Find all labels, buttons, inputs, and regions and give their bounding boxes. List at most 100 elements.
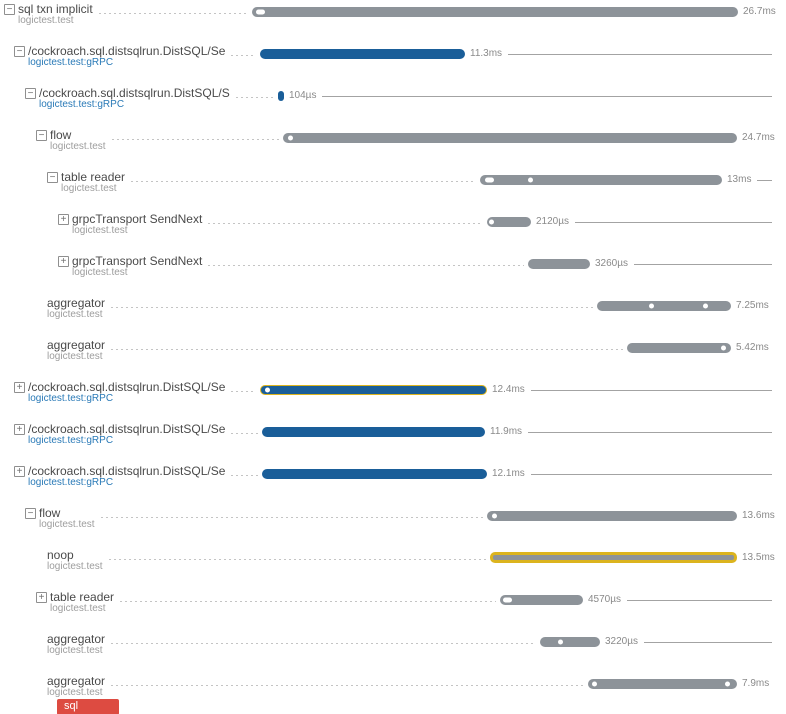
span-label[interactable]: aggregator logictest.test [47,297,105,320]
span-label[interactable]: + /cockroach.sql.distsqlrun.DistSQL/Se l… [14,381,225,404]
span-name: aggregator [47,296,106,310]
trace-span-row[interactable]: + grpcTransport SendNext logictest.test … [0,210,786,252]
span-label[interactable]: + grpcTransport SendNext logictest.test [58,255,202,278]
span-texts: aggregator logictest.test [47,633,105,656]
trace-span-row[interactable]: − sql txn implicit logictest.test 26.7ms [0,0,786,42]
span-name: flow [50,128,72,142]
collapse-icon[interactable]: − [25,508,36,519]
collapse-icon[interactable]: − [25,88,36,99]
leader-line [101,517,483,518]
leader-line [112,139,279,140]
trace-span-row[interactable]: − /cockroach.sql.distsqlrun.DistSQL/Se l… [0,42,786,84]
expand-icon[interactable]: + [36,592,47,603]
trace-span-row[interactable]: aggregator logictest.test 7.25ms [0,294,786,336]
span-label[interactable]: − flow logictest.test [36,129,106,152]
span-label[interactable]: − /cockroach.sql.distsqlrun.DistSQL/S lo… [25,87,230,110]
expand-icon[interactable]: + [14,466,25,477]
span-bar[interactable] [487,217,531,227]
span-bar[interactable] [597,301,731,311]
trace-span-row[interactable]: − table reader logictest.test 13ms [0,168,786,210]
span-process: logictest.test [50,603,106,614]
span-bar[interactable] [528,259,590,269]
span-duration: 3220µs [605,636,639,647]
leader-line [208,265,524,266]
span-label[interactable]: − /cockroach.sql.distsqlrun.DistSQL/Se l… [14,45,225,68]
leader-line [111,643,536,644]
span-bar[interactable] [490,552,737,563]
span-label[interactable]: − flow logictest.test [25,507,95,530]
span-label[interactable]: aggregator logictest.test [47,675,105,698]
collapse-icon[interactable]: − [4,4,15,15]
trail-line [575,222,772,223]
span-bar[interactable] [588,679,737,689]
span-label[interactable]: aggregator logictest.test [47,633,105,656]
span-duration: 24.7ms [742,132,775,143]
span-label[interactable]: − sql txn implicit logictest.test [4,3,93,26]
span-bar[interactable] [262,427,485,437]
span-bar[interactable] [487,511,737,521]
trail-line [531,390,772,391]
span-bar[interactable] [252,7,738,17]
span-label[interactable]: + table reader logictest.test [36,591,114,614]
span-label[interactable]: − table reader logictest.test [47,171,125,194]
span-bar[interactable] [283,133,737,143]
trail-line [531,474,772,475]
trace-span-row[interactable]: + /cockroach.sql.distsqlrun.DistSQL/Se l… [0,378,786,420]
span-bar[interactable] [540,637,600,647]
span-name: table reader [50,590,115,604]
log-marker [265,387,270,393]
span-texts: grpcTransport SendNext logictest.test [72,255,202,278]
leader-line [231,55,256,56]
span-bar[interactable] [278,91,284,101]
expand-icon[interactable]: + [14,424,25,435]
span-name: table reader [61,170,126,184]
sql-tag-badge: sql [57,699,119,714]
log-marker [592,681,597,687]
leader-line [231,391,256,392]
span-bar[interactable] [480,175,722,185]
log-marker [288,135,293,141]
trace-span-row[interactable]: + grpcTransport SendNext logictest.test … [0,252,786,294]
span-bar[interactable] [262,469,487,479]
span-bar[interactable] [260,49,465,59]
trace-span-row[interactable]: + /cockroach.sql.distsqlrun.DistSQL/Se l… [0,462,786,504]
trace-span-row[interactable]: − /cockroach.sql.distsqlrun.DistSQL/S lo… [0,84,786,126]
span-process: logictest.test [47,645,103,656]
span-label[interactable]: noop logictest.test [47,549,103,572]
collapse-icon[interactable]: − [47,172,58,183]
span-label[interactable]: + /cockroach.sql.distsqlrun.DistSQL/Se l… [14,423,225,446]
span-duration: 13.5ms [742,552,775,563]
span-process: logictest.test [47,351,103,362]
expand-icon[interactable]: + [58,214,69,225]
span-bar[interactable] [260,385,487,395]
trace-span-row[interactable]: + table reader logictest.test 4570µs [0,588,786,630]
trace-span-row[interactable]: aggregator logictest.test 3220µs [0,630,786,672]
trace-span-row[interactable]: + /cockroach.sql.distsqlrun.DistSQL/Se l… [0,420,786,462]
trace-span-row[interactable]: noop logictest.test 13.5ms [0,546,786,588]
span-name: /cockroach.sql.distsqlrun.DistSQL/Se [28,44,226,58]
collapse-icon[interactable]: − [36,130,47,141]
leader-line [236,97,274,98]
span-texts: flow logictest.test [39,507,95,530]
trace-span-row[interactable]: aggregator logictest.test 7.9ms [0,672,786,714]
trace-span-row[interactable]: − flow logictest.test 13.6ms [0,504,786,546]
expand-icon[interactable]: + [14,382,25,393]
span-label[interactable]: aggregator logictest.test [47,339,105,362]
span-process: logictest.test:gRPC [28,477,114,488]
span-label[interactable]: + /cockroach.sql.distsqlrun.DistSQL/Se l… [14,465,225,488]
log-marker [721,345,726,351]
span-duration: 2120µs [536,216,570,227]
span-bar[interactable] [627,343,731,353]
log-marker [492,513,497,519]
span-name: /cockroach.sql.distsqlrun.DistSQL/S [39,86,230,100]
span-bar[interactable] [500,595,583,605]
trace-span-row[interactable]: aggregator logictest.test 5.42ms [0,336,786,378]
log-marker [503,597,512,603]
expand-icon[interactable]: + [58,256,69,267]
trace-span-row[interactable]: − flow logictest.test 24.7ms [0,126,786,168]
span-duration: 12.4ms [492,384,525,395]
collapse-icon[interactable]: − [14,46,25,57]
span-name: aggregator [47,674,106,688]
span-label[interactable]: + grpcTransport SendNext logictest.test [58,213,202,236]
